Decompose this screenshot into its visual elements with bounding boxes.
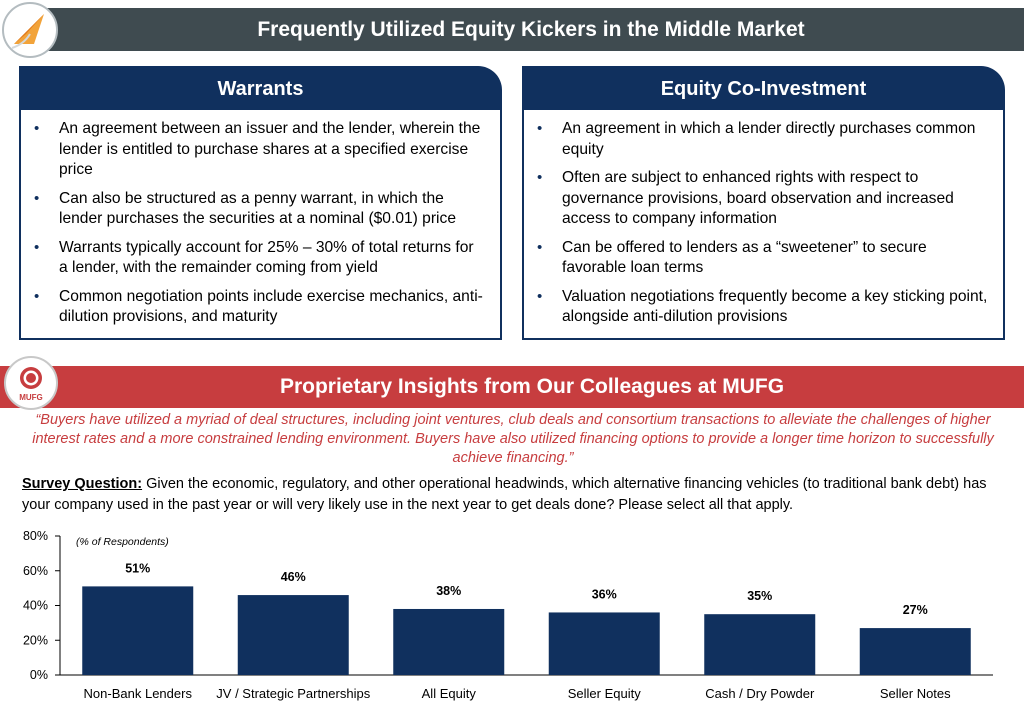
survey-question: Survey Question: Given the economic, reg… — [22, 474, 1012, 516]
bar-value-label: 36% — [592, 587, 617, 601]
mufg-quote: “Buyers have utilized a myriad of deal s… — [32, 412, 994, 466]
bar — [548, 612, 660, 675]
mufg-banner — [0, 366, 1024, 408]
y-tick-label: 80% — [23, 529, 48, 543]
coinvest-bullet: Valuation negotiations frequently become… — [524, 287, 989, 328]
warrants-bullet: Can also be structured as a penny warran… — [21, 189, 486, 230]
coinvest-bullet-list: An agreement in which a lender directly … — [524, 119, 989, 328]
bar-value-label: 27% — [903, 603, 928, 617]
warrants-card-body: An agreement between an issuer and the l… — [19, 110, 502, 340]
warrants-card-title: Warrants — [19, 66, 502, 110]
bar-value-label: 35% — [747, 589, 772, 603]
y-tick-label: 60% — [23, 564, 48, 578]
bar — [704, 614, 816, 675]
coinvest-bullet: Often are subject to enhanced rights wit… — [524, 168, 989, 230]
bar — [859, 628, 971, 675]
top-title-banner — [38, 8, 1024, 51]
x-category-label: Seller Equity — [568, 686, 641, 701]
warrants-bullet: Warrants typically account for 25% – 30%… — [21, 238, 486, 279]
warrants-bullet: Common negotiation points include exerci… — [21, 287, 486, 328]
coinvest-bullet: An agreement in which a lender directly … — [524, 119, 989, 160]
y-axis-unit-label: (% of Respondents) — [76, 536, 169, 548]
bar-chart-svg: 0% 20% 40% 60% 80% (% of Respondents) 51% Non-B… — [23, 529, 993, 701]
x-category-label: All Equity — [422, 686, 477, 701]
y-tick-label: 20% — [23, 633, 48, 647]
y-tick-label: 0% — [30, 668, 48, 682]
x-category-label: Seller Notes — [880, 686, 951, 701]
warrants-bullet-list: An agreement between an issuer and the l… — [21, 119, 486, 328]
coinvest-card-title: Equity Co-Investment — [522, 66, 1005, 110]
bar-value-label: 38% — [436, 584, 461, 598]
mufg-logo-text: MUFG — [19, 393, 43, 402]
coinvest-card-body: An agreement in which a lender directly … — [522, 110, 1005, 340]
warrants-bullet: An agreement between an issuer and the l… — [21, 119, 486, 181]
coinvest-bullet: Can be offered to lenders as a “sweetene… — [524, 238, 989, 279]
y-tick-label: 40% — [23, 599, 48, 613]
mufg-title: Proprietary Insights from Our Colleagues… — [279, 375, 785, 398]
paper-plane-logo-icon — [2, 2, 58, 58]
bar — [237, 595, 349, 675]
bar — [82, 586, 194, 675]
bar-value-label: 46% — [281, 570, 306, 584]
x-category-label: JV / Strategic Partnerships — [216, 686, 370, 701]
bar-chart: 0% 20% 40% 60% 80% (% of Respondents) 51% Non-B… — [0, 520, 1024, 713]
bar — [393, 608, 505, 675]
x-category-label: Cash / Dry Powder — [705, 686, 815, 701]
survey-question-label: Survey Question: — [22, 476, 143, 492]
bar-value-label: 51% — [125, 561, 150, 575]
survey-question-text: Given the economic, regulatory, and othe… — [22, 476, 987, 513]
mufg-logo-icon: MUFG — [4, 356, 58, 410]
page-title: Frequently Utilized Equity Kickers in th… — [257, 18, 805, 41]
x-category-label: Non-Bank Lenders — [84, 686, 193, 701]
